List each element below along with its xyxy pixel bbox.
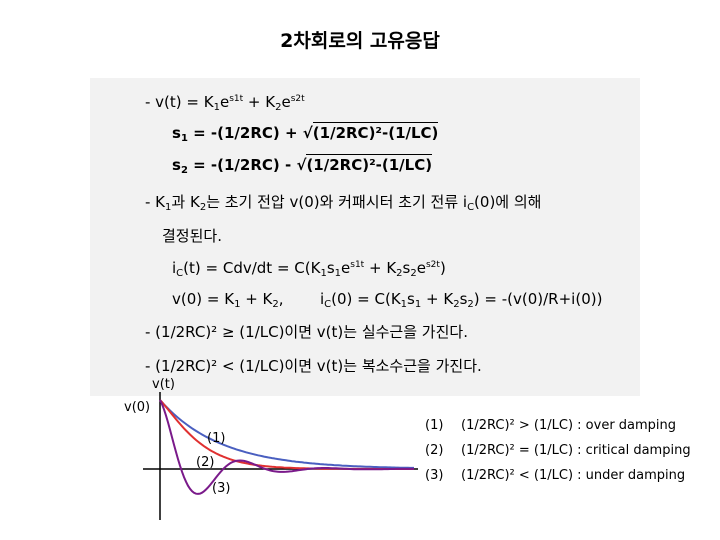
curve-label-1: (1) [207,431,226,446]
curve-label-3: (3) [212,481,231,496]
equation-s1: s1 = -(1/2RC) + √(1/2RC)²-(1/LC) [172,122,439,144]
equation-v0: v(0) = K1 + K2, [172,290,284,310]
equation-s2: s2 = -(1/2RC) - √(1/2RC)²-(1/LC) [172,154,433,176]
text-complex-roots: - (1/2RC)² < (1/LC)이면 v(t)는 복소수근을 가진다. [145,357,482,375]
legend-over-damping: (1) (1/2RC)² > (1/LC) : over damping [425,418,677,433]
v0-label: v(0) [124,400,151,415]
equation-ic: iC(t) = Cdv/dt = C(K1s1es1t + K2s2es2t) [172,259,446,279]
text-determined: 결정된다. [162,227,222,245]
curve-label-2: (2) [196,455,215,470]
text-k-determination: - K1과 K2는 초기 전압 v(0)와 커패시터 초기 전류 iC(0)에 … [145,193,542,213]
y-axis-label: v(t) [152,377,175,392]
legend-under-damping: (3) (1/2RC)² < (1/LC) : under damping [425,468,686,483]
equation-ic0: iC(0) = C(K1s1 + K2s2) = -(v(0)/R+i(0)) [320,290,603,310]
legend-critical-damping: (2) (1/2RC)² = (1/LC) : critical damping [425,443,691,458]
equation-panel [90,78,640,396]
page-title: 2차회로의 고유응답 [280,30,440,52]
underdamped-curve [159,399,414,495]
equation-vt: - v(t) = K1es1t + K2es2t [145,93,305,113]
text-real-roots: - (1/2RC)² ≥ (1/LC)이면 v(t)는 실수근을 가진다. [145,323,468,341]
overdamped-curve [159,399,414,469]
